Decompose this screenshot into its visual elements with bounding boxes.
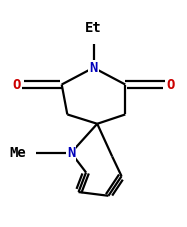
Text: O: O xyxy=(166,77,175,91)
Text: O: O xyxy=(12,77,21,91)
Text: Et: Et xyxy=(85,21,102,35)
Text: N: N xyxy=(89,61,98,75)
Text: Me: Me xyxy=(9,146,26,160)
Text: N: N xyxy=(67,146,75,160)
